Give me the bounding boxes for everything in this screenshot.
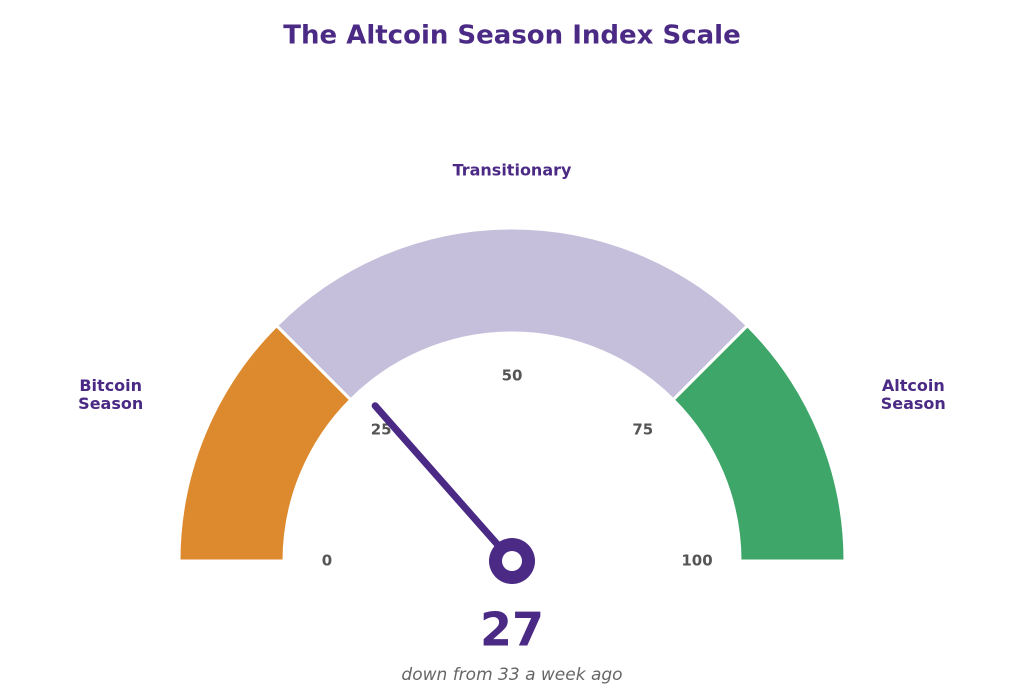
needle xyxy=(371,402,516,565)
value-label: 27 xyxy=(480,603,544,657)
segment-label: Altcoin Season xyxy=(881,375,946,412)
tick-label: 75 xyxy=(632,421,653,439)
segment-label: Transitionary xyxy=(453,161,572,180)
gauge-segment xyxy=(274,226,750,402)
tick-label: 0 xyxy=(322,552,332,570)
gauge-segment xyxy=(671,323,847,563)
tick-label: 50 xyxy=(502,367,523,385)
chart-title: The Altcoin Season Index Scale xyxy=(283,21,740,51)
tick-label: 25 xyxy=(371,421,392,439)
segment-label: Bitcoin Season xyxy=(78,375,143,412)
needle-hub-center xyxy=(502,551,522,571)
tick-label: 100 xyxy=(681,552,712,570)
subtitle: down from 33 a week ago xyxy=(401,665,622,685)
